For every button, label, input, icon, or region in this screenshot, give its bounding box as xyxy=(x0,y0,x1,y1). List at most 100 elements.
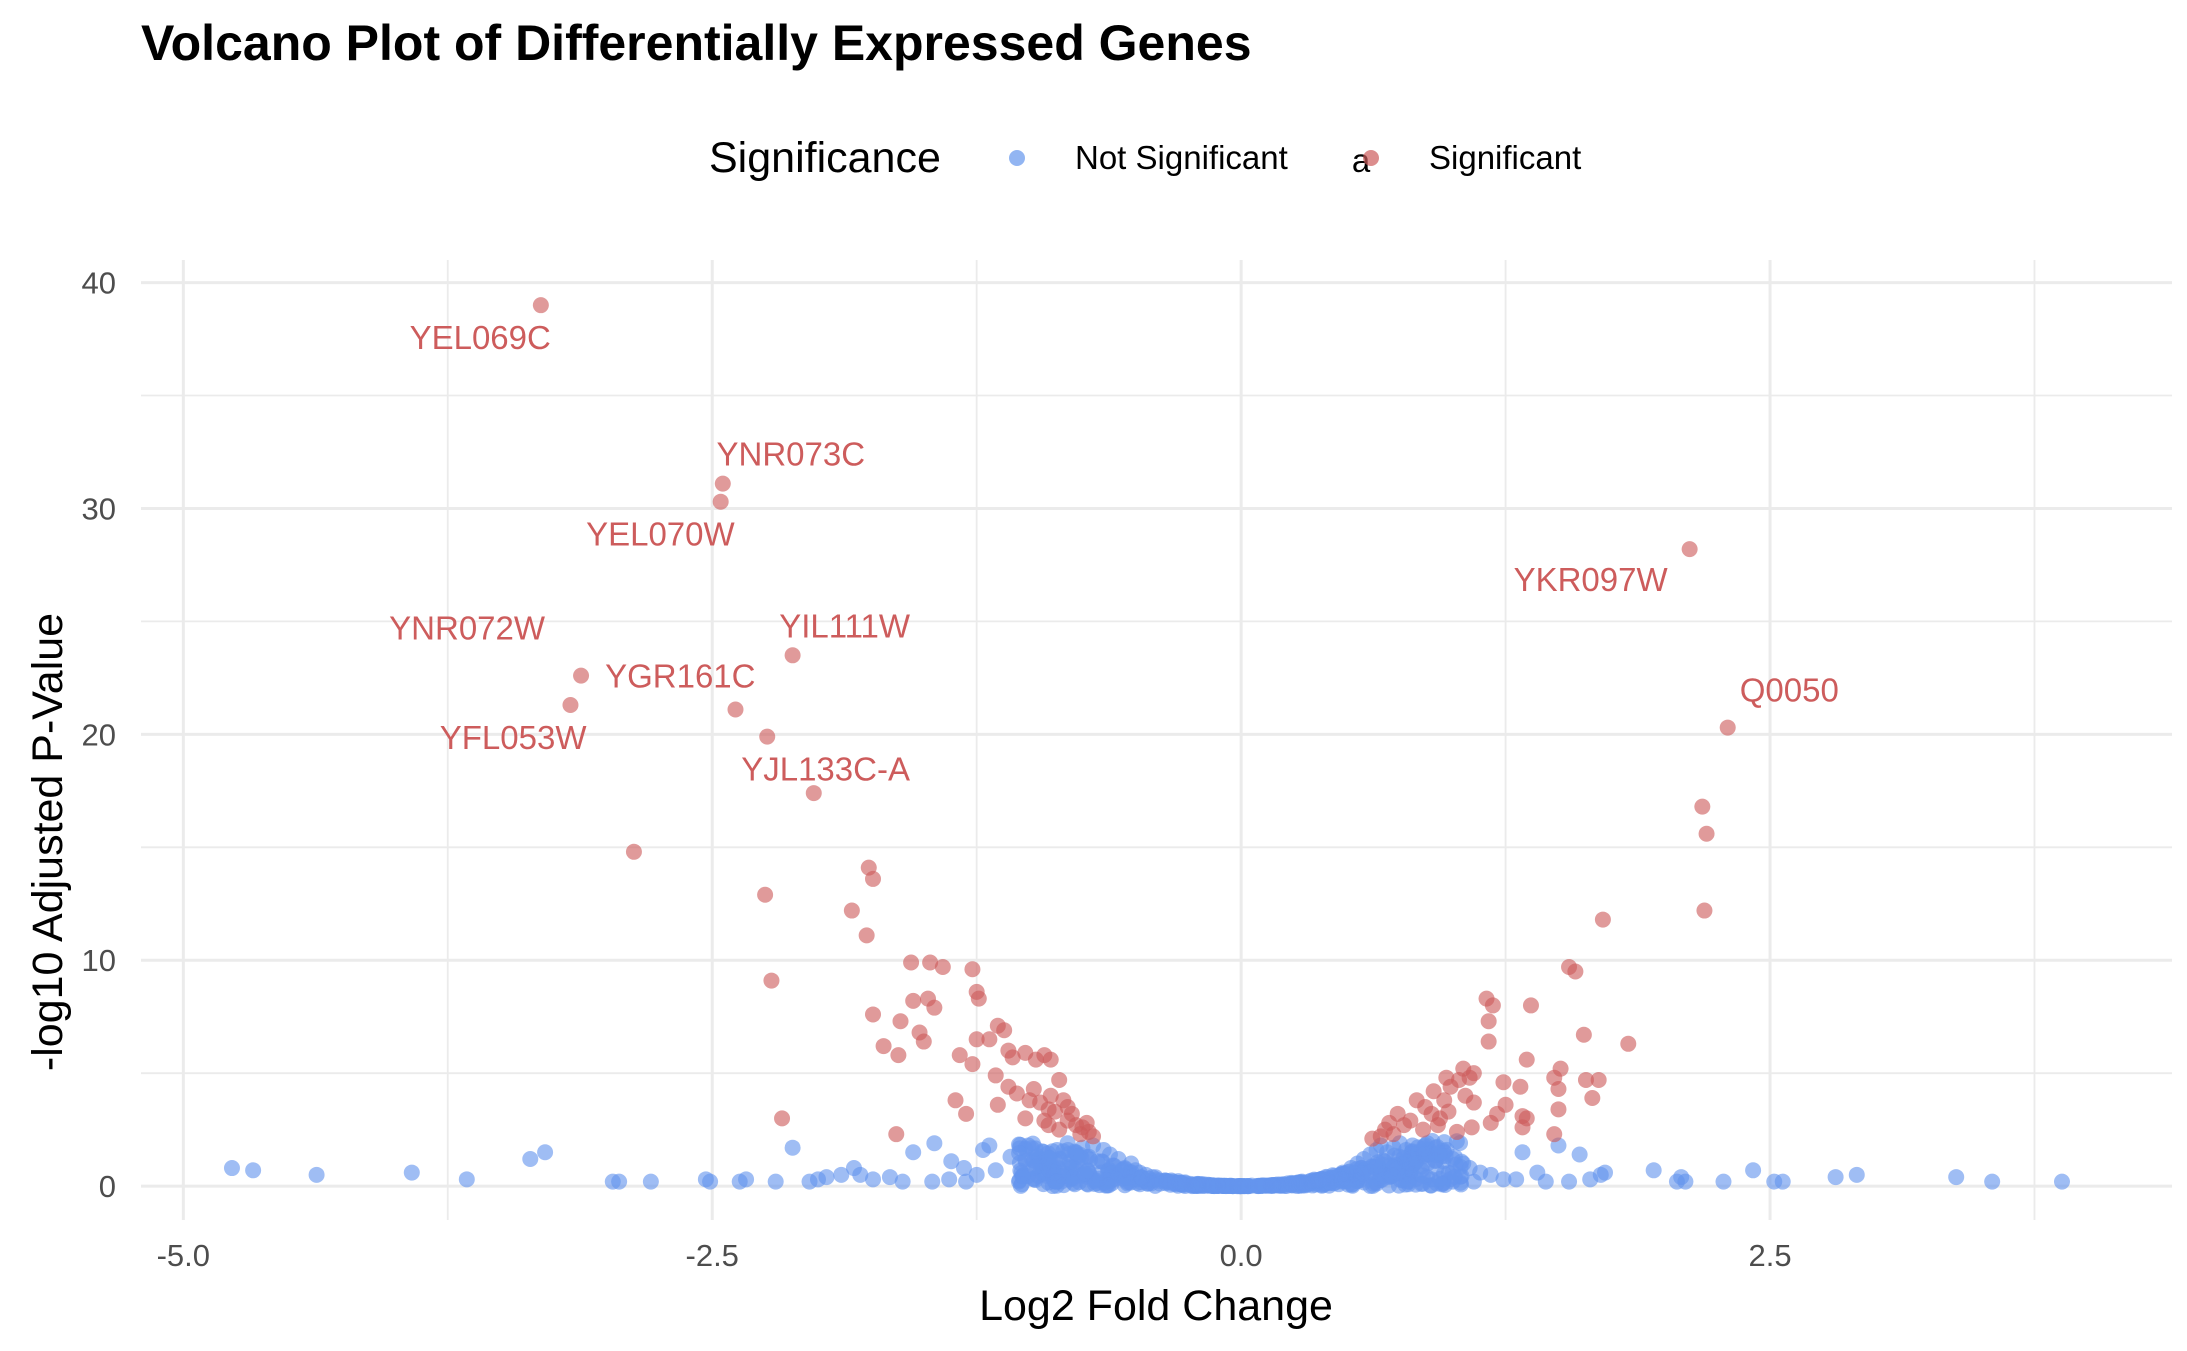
point-significant xyxy=(958,1105,975,1122)
point-not-significant xyxy=(1745,1162,1762,1179)
point-not-significant xyxy=(522,1151,539,1168)
legend: Significance Not Significant a Significa… xyxy=(709,134,1581,182)
point-significant xyxy=(964,961,981,978)
legend-key-not-significant xyxy=(1009,150,1025,166)
point-significant xyxy=(1448,1123,1465,1140)
point-not-significant xyxy=(1508,1171,1525,1188)
gene-label: Q0050 xyxy=(1740,672,1839,709)
legend-label-significant: Significant xyxy=(1429,139,1581,176)
point-significant xyxy=(763,972,780,989)
point-not-significant xyxy=(1495,1171,1512,1188)
point-not-significant xyxy=(1041,1150,1058,1167)
point-significant-labeled xyxy=(714,475,731,492)
point-significant xyxy=(1518,1051,1535,1068)
points xyxy=(223,297,2070,1195)
gene-label: YNR072W xyxy=(389,610,546,647)
point-significant xyxy=(1085,1128,1102,1145)
point-significant xyxy=(1696,902,1713,919)
point-not-significant xyxy=(1250,1178,1267,1195)
point-not-significant xyxy=(1362,1177,1379,1194)
point-significant xyxy=(968,1031,985,1048)
point-not-significant xyxy=(738,1171,755,1188)
point-not-significant xyxy=(941,1171,958,1188)
point-significant-labeled xyxy=(1681,541,1698,558)
legend-title: Significance xyxy=(709,134,941,182)
point-significant xyxy=(1051,1071,1068,1088)
point-not-significant xyxy=(1453,1153,1470,1170)
point-not-significant xyxy=(926,1135,943,1152)
point-significant xyxy=(1575,1026,1592,1043)
point-significant xyxy=(1514,1119,1531,1136)
point-significant xyxy=(1465,1094,1482,1111)
point-significant xyxy=(1495,1074,1512,1091)
point-significant-labeled xyxy=(784,647,801,664)
x-tick-label: -2.5 xyxy=(686,1238,739,1273)
point-significant-labeled xyxy=(712,493,729,510)
point-significant xyxy=(1004,1049,1021,1066)
x-tick-label: 0.0 xyxy=(1220,1238,1263,1273)
point-significant xyxy=(922,954,939,971)
point-not-significant xyxy=(981,1137,998,1154)
point-not-significant xyxy=(1215,1177,1232,1194)
y-tick-label: 40 xyxy=(82,266,116,301)
point-significant xyxy=(989,1096,1006,1113)
gene-labels: YEL069C YNR073C YEL070W YKR097W YIL111W YNR07… xyxy=(389,319,1839,787)
point-significant xyxy=(888,1126,905,1143)
point-not-significant xyxy=(1848,1166,1865,1183)
point-not-significant xyxy=(1416,1140,1433,1157)
point-not-significant xyxy=(767,1173,784,1190)
point-significant xyxy=(865,1006,882,1023)
y-tick-label: 30 xyxy=(82,491,116,526)
point-significant xyxy=(858,927,875,944)
point-not-significant xyxy=(1113,1162,1130,1179)
point-not-significant xyxy=(611,1173,628,1190)
point-not-significant xyxy=(852,1166,869,1183)
y-tick-label: 10 xyxy=(82,943,116,978)
point-significant xyxy=(905,992,922,1009)
point-significant xyxy=(865,870,882,887)
point-significant xyxy=(1484,997,1501,1014)
point-significant xyxy=(1550,1101,1567,1118)
point-not-significant xyxy=(403,1164,420,1181)
point-significant-labeled xyxy=(727,701,744,718)
point-not-significant xyxy=(1597,1164,1614,1181)
point-not-significant xyxy=(1430,1144,1447,1161)
point-significant xyxy=(970,990,987,1007)
point-not-significant xyxy=(1446,1168,1463,1185)
point-not-significant xyxy=(1537,1173,1554,1190)
point-not-significant xyxy=(1027,1140,1044,1157)
point-significant xyxy=(890,1047,907,1064)
point-significant xyxy=(1480,1033,1497,1050)
point-significant xyxy=(1482,1114,1499,1131)
point-not-significant xyxy=(1514,1144,1531,1161)
point-not-significant xyxy=(1948,1169,1965,1186)
point-significant xyxy=(875,1038,892,1055)
point-not-significant xyxy=(1715,1173,1732,1190)
point-not-significant xyxy=(1399,1173,1416,1190)
point-not-significant xyxy=(1054,1168,1071,1185)
point-significant-labeled xyxy=(562,696,579,713)
point-significant xyxy=(951,1047,968,1064)
point-significant xyxy=(1425,1083,1442,1100)
point-significant xyxy=(987,1067,1004,1084)
point-significant xyxy=(1522,997,1539,1014)
point-not-significant xyxy=(642,1173,659,1190)
point-significant xyxy=(1017,1110,1034,1127)
point-not-significant xyxy=(1984,1173,2001,1190)
point-not-significant xyxy=(1309,1171,1326,1188)
point-significant xyxy=(1415,1121,1432,1138)
point-not-significant xyxy=(1340,1176,1357,1193)
point-not-significant xyxy=(987,1162,1004,1179)
point-not-significant xyxy=(1354,1165,1371,1182)
y-tick-label: 0 xyxy=(99,1169,116,1204)
chart-title: Volcano Plot of Differentially Expressed… xyxy=(141,15,1252,71)
point-not-significant xyxy=(1827,1169,1844,1186)
point-significant xyxy=(1429,1117,1446,1134)
point-not-significant xyxy=(955,1160,972,1177)
point-significant xyxy=(1051,1121,1068,1138)
point-significant xyxy=(774,1110,791,1127)
point-significant-labeled xyxy=(759,728,776,745)
point-significant xyxy=(1546,1126,1563,1143)
point-not-significant xyxy=(1645,1162,1662,1179)
point-significant xyxy=(1042,1051,1059,1068)
